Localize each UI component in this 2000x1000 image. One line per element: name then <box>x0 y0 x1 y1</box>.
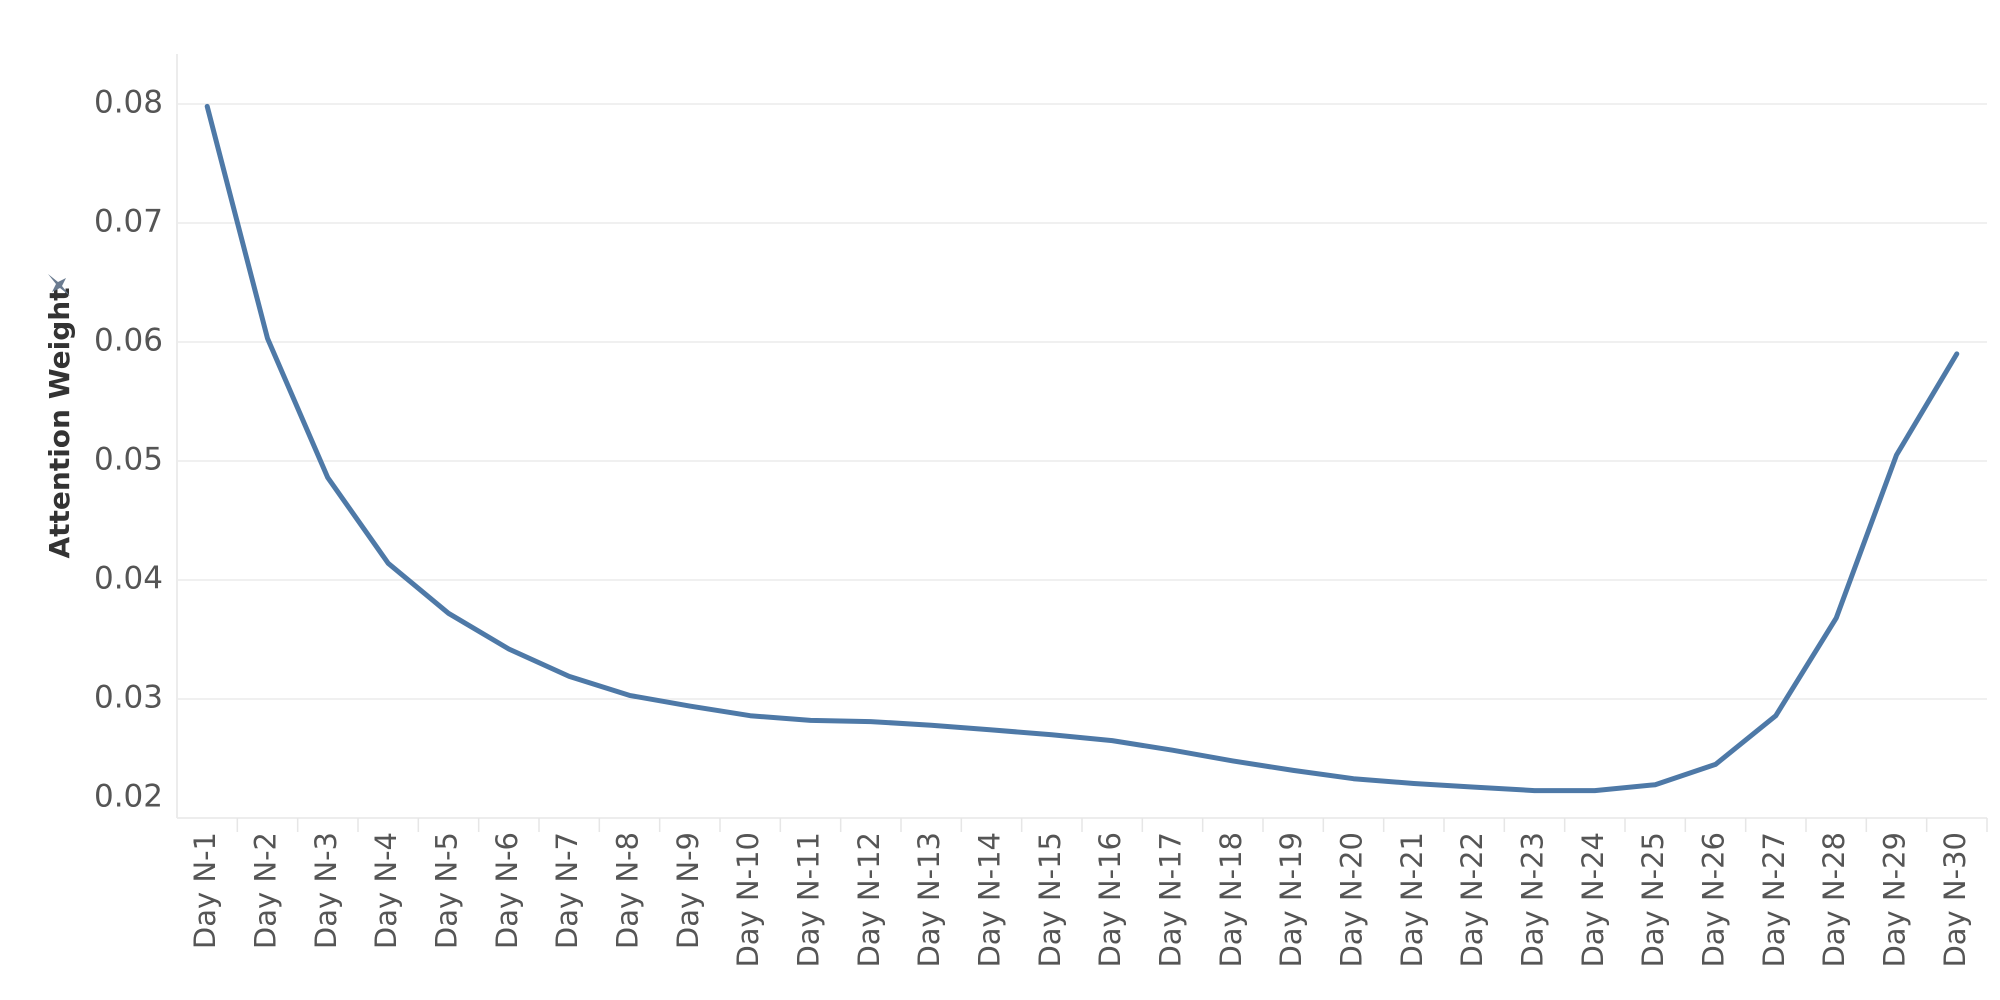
x-tick-label: Day N-12 <box>852 832 886 968</box>
x-tick-label: Day N-5 <box>430 832 464 949</box>
y-tick-label: 0.05 <box>94 441 163 477</box>
pin-icon <box>48 274 70 296</box>
y-tick-label: 0.08 <box>94 84 163 120</box>
x-tick-label: Day N-3 <box>309 832 343 949</box>
y-tick-label: 0.03 <box>94 679 163 715</box>
x-tick-label: Day N-25 <box>1636 832 1670 968</box>
x-tick-label: Day N-7 <box>550 832 584 949</box>
y-tick-label: 0.02 <box>94 779 163 815</box>
x-tick-label: Day N-26 <box>1697 832 1731 968</box>
x-tick-label: Day N-21 <box>1395 832 1429 968</box>
data-line <box>204 103 1960 794</box>
x-tick-label: Day N-4 <box>369 832 403 949</box>
x-tick-label: Day N-22 <box>1455 832 1489 968</box>
y-tick-label: 0.06 <box>94 322 163 358</box>
x-tick-label: Day N-11 <box>792 832 826 968</box>
x-tick-label: Day N-13 <box>912 832 946 968</box>
y-tick-label: 0.04 <box>94 560 163 596</box>
x-tick-label: Day N-10 <box>731 832 765 968</box>
y-axis-title: Attention Weight <box>43 287 76 558</box>
x-tick-label: Day N-24 <box>1576 832 1610 968</box>
x-tick-label: Day N-1 <box>188 832 222 949</box>
x-tick-label: Day N-15 <box>1033 832 1067 968</box>
y-tick-label: 0.07 <box>94 203 163 239</box>
x-tick-label: Day N-9 <box>671 832 705 949</box>
x-tick-label: Day N-19 <box>1274 832 1308 968</box>
x-tick-label: Day N-27 <box>1757 832 1791 968</box>
x-tick-label: Day N-2 <box>249 832 283 949</box>
x-tick-label: Day N-17 <box>1154 832 1188 968</box>
x-tick-label: Day N-8 <box>611 832 645 949</box>
x-tick-label: Day N-23 <box>1516 832 1550 968</box>
x-tick-label: Day N-6 <box>490 832 524 949</box>
x-tick-label: Day N-14 <box>973 832 1007 968</box>
x-tick-label: Day N-18 <box>1214 832 1248 968</box>
x-tick-label: Day N-16 <box>1093 832 1127 968</box>
x-tick-label: Day N-28 <box>1817 832 1851 968</box>
x-tick-label: Day N-29 <box>1878 832 1912 968</box>
x-tick-label: Day N-20 <box>1335 832 1369 968</box>
x-tick-label: Day N-30 <box>1938 832 1972 968</box>
